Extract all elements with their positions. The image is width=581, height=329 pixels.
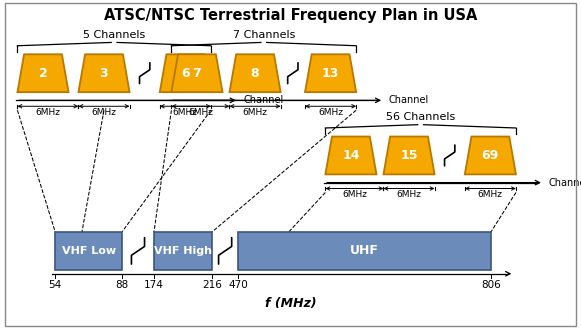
Bar bbox=[55, 232, 122, 270]
Text: UHF: UHF bbox=[350, 244, 379, 257]
Text: VHF Low: VHF Low bbox=[62, 246, 116, 256]
Polygon shape bbox=[305, 54, 356, 92]
Text: 6MHz: 6MHz bbox=[342, 190, 367, 199]
Text: 7 Channels: 7 Channels bbox=[232, 30, 295, 40]
Text: 2: 2 bbox=[38, 67, 48, 80]
Bar bbox=[238, 232, 491, 270]
Text: 56 Channels: 56 Channels bbox=[386, 112, 456, 122]
Text: Channel: Channel bbox=[243, 95, 284, 105]
Text: 6MHz: 6MHz bbox=[242, 108, 268, 117]
Text: 13: 13 bbox=[322, 67, 339, 80]
Polygon shape bbox=[383, 137, 435, 174]
Text: 6MHz: 6MHz bbox=[173, 108, 198, 117]
Text: 3: 3 bbox=[100, 67, 108, 80]
Text: 6MHz: 6MHz bbox=[35, 108, 60, 117]
Text: ATSC/NTSC Terrestrial Frequency Plan in USA: ATSC/NTSC Terrestrial Frequency Plan in … bbox=[104, 8, 477, 23]
Text: 8: 8 bbox=[251, 67, 259, 80]
Polygon shape bbox=[325, 137, 376, 174]
Text: 470: 470 bbox=[228, 280, 248, 290]
Text: 6MHz: 6MHz bbox=[478, 190, 503, 199]
Text: 6MHz: 6MHz bbox=[396, 190, 422, 199]
Polygon shape bbox=[78, 54, 130, 92]
Text: 15: 15 bbox=[400, 149, 418, 162]
Text: 7: 7 bbox=[192, 67, 202, 80]
Text: 6MHz: 6MHz bbox=[318, 108, 343, 117]
Bar bbox=[154, 232, 212, 270]
Text: 5 Channels: 5 Channels bbox=[83, 30, 145, 40]
Text: 174: 174 bbox=[144, 280, 164, 290]
Text: VHF High: VHF High bbox=[154, 246, 212, 256]
Polygon shape bbox=[171, 54, 223, 92]
Text: 6MHz: 6MHz bbox=[91, 108, 117, 117]
Polygon shape bbox=[17, 54, 69, 92]
Text: f (MHz): f (MHz) bbox=[265, 297, 316, 310]
Text: 69: 69 bbox=[482, 149, 499, 162]
Text: 6MHz: 6MHz bbox=[188, 108, 213, 117]
Polygon shape bbox=[465, 137, 516, 174]
Text: 54: 54 bbox=[49, 280, 62, 290]
Text: 806: 806 bbox=[481, 280, 501, 290]
Text: 88: 88 bbox=[116, 280, 128, 290]
Polygon shape bbox=[160, 54, 211, 92]
Text: 14: 14 bbox=[342, 149, 360, 162]
Text: Channel: Channel bbox=[548, 178, 581, 188]
Text: 6: 6 bbox=[181, 67, 189, 80]
Text: 216: 216 bbox=[202, 280, 222, 290]
Text: Channel: Channel bbox=[389, 95, 429, 105]
Polygon shape bbox=[229, 54, 281, 92]
